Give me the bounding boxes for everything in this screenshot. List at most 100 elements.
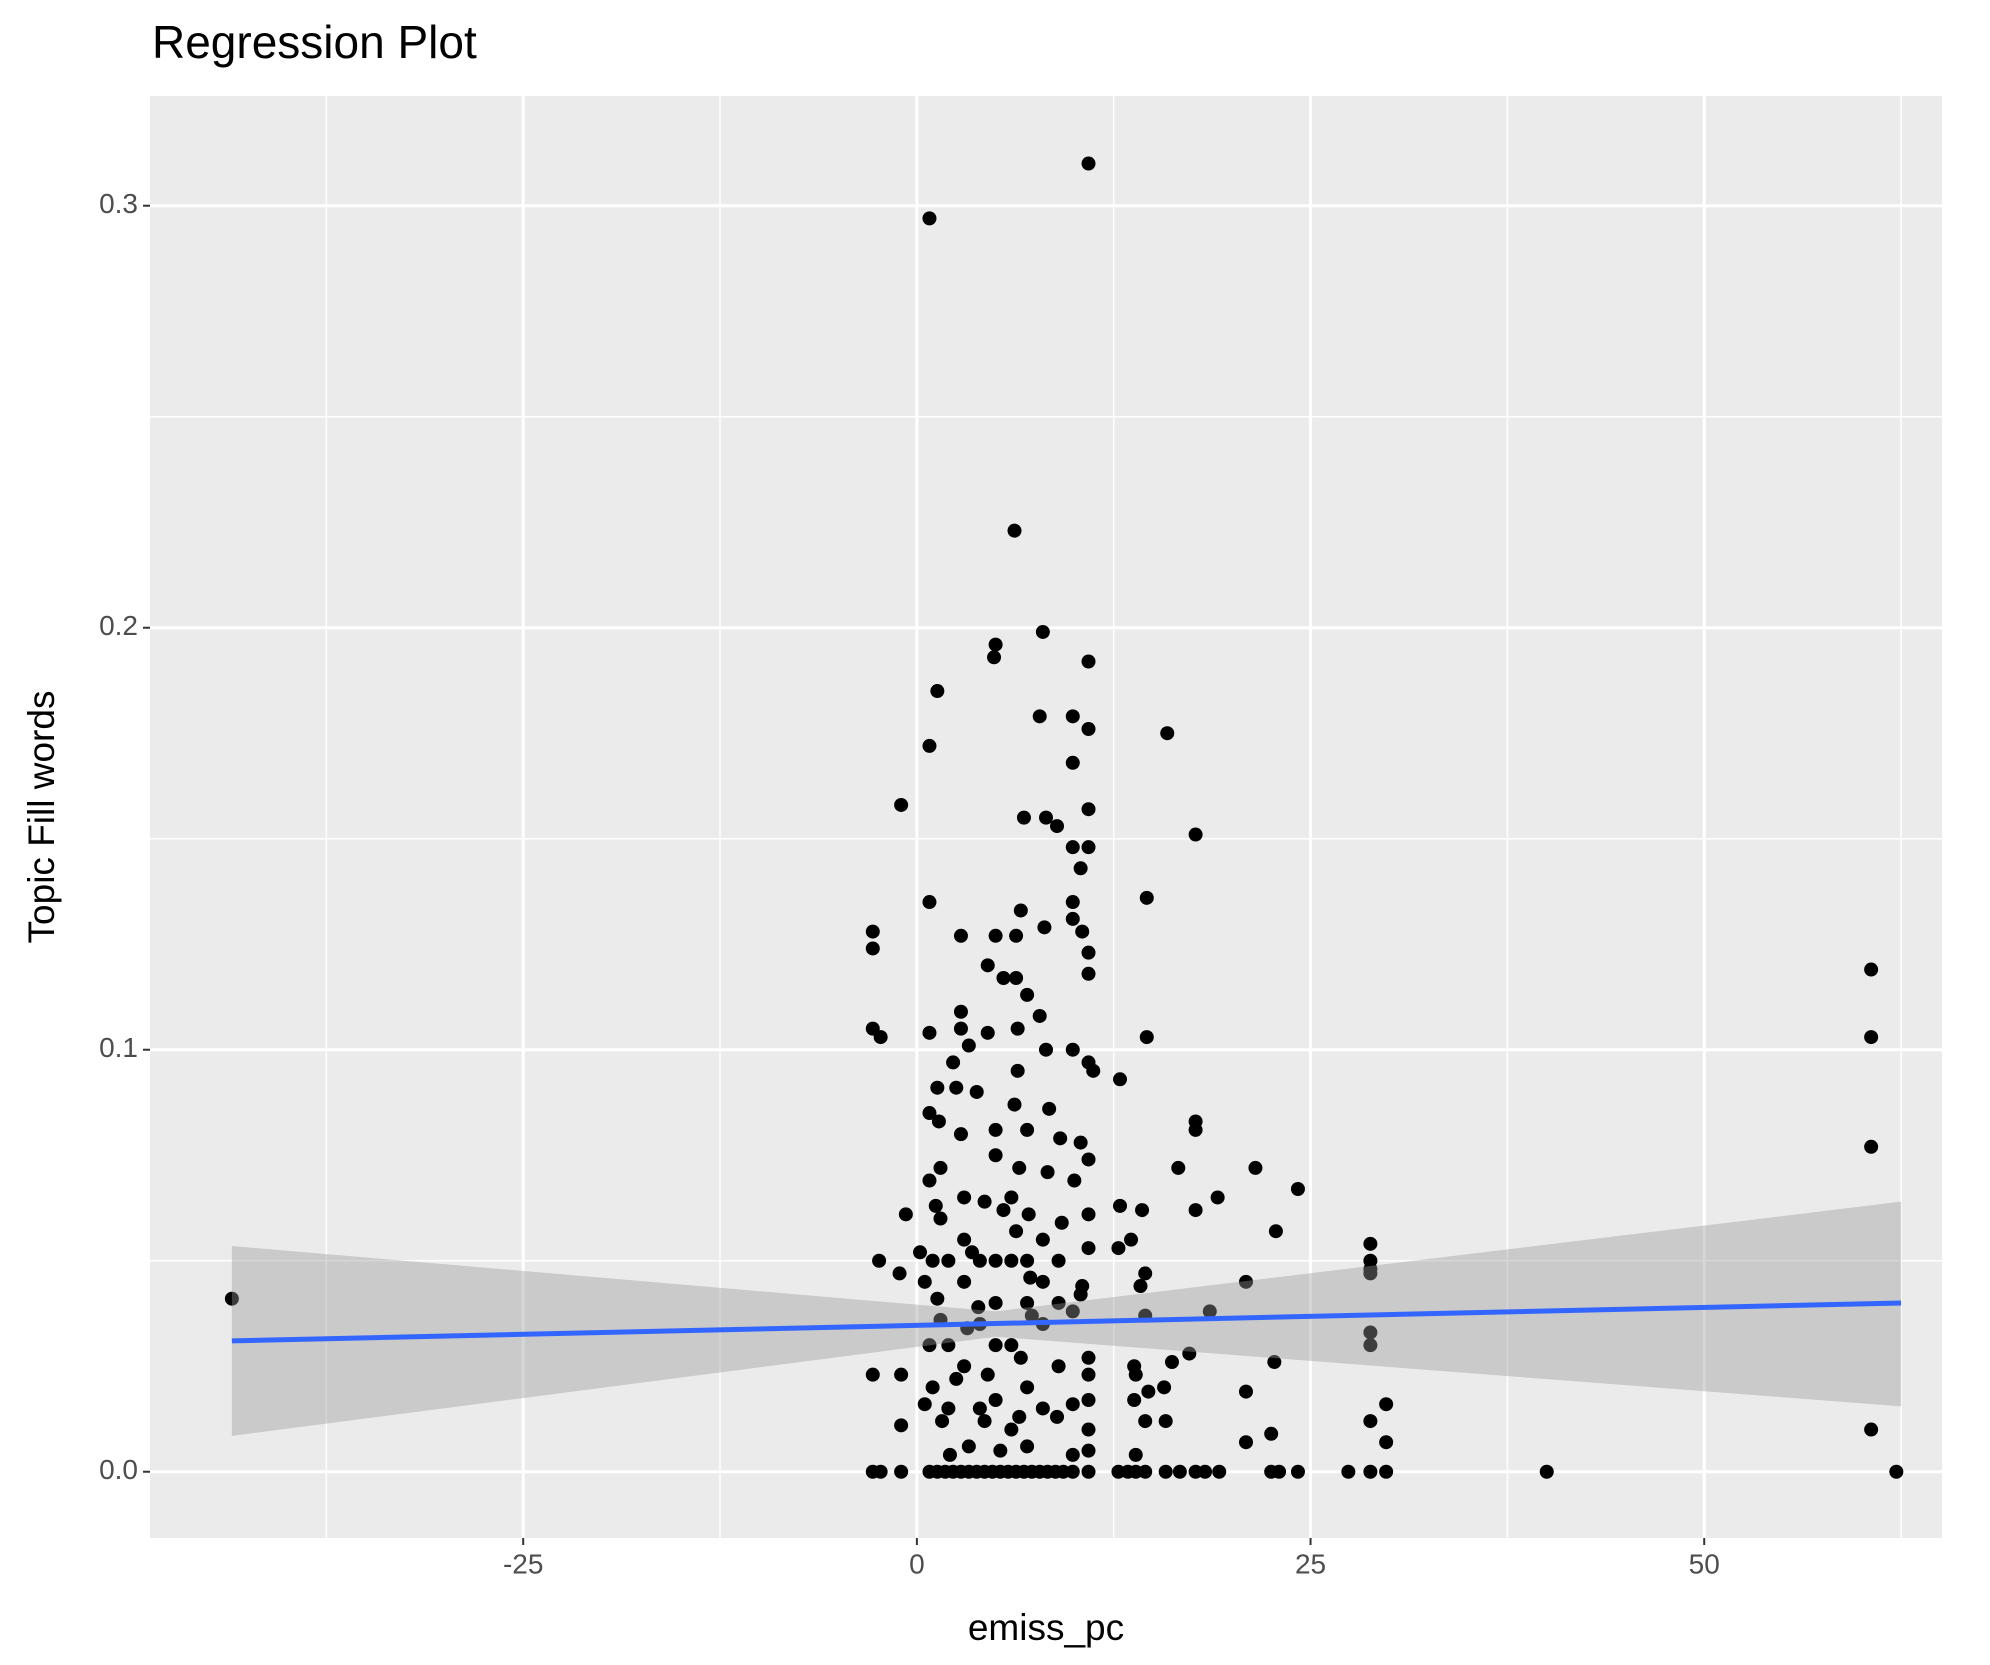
point bbox=[922, 895, 937, 910]
point bbox=[1864, 1139, 1879, 1154]
chart-title: Regression Plot bbox=[152, 16, 477, 68]
point bbox=[949, 1371, 964, 1386]
point bbox=[1065, 1304, 1080, 1319]
point bbox=[1864, 1422, 1879, 1437]
point bbox=[930, 684, 945, 699]
point bbox=[1009, 1224, 1024, 1239]
point bbox=[1188, 1122, 1203, 1137]
point bbox=[894, 1418, 909, 1433]
point bbox=[1081, 802, 1096, 817]
point bbox=[930, 1291, 945, 1306]
point bbox=[1042, 1101, 1057, 1116]
point bbox=[1138, 1414, 1153, 1429]
point bbox=[953, 1021, 968, 1036]
point bbox=[1065, 840, 1080, 855]
point bbox=[1065, 1397, 1080, 1412]
point bbox=[941, 1401, 956, 1416]
point bbox=[1341, 1464, 1356, 1479]
point bbox=[1065, 1464, 1080, 1479]
point bbox=[1202, 1304, 1217, 1319]
point bbox=[1113, 1198, 1128, 1213]
point bbox=[1004, 1338, 1019, 1353]
point bbox=[1051, 1253, 1066, 1268]
point bbox=[1081, 966, 1096, 981]
point bbox=[957, 1232, 972, 1247]
point bbox=[1020, 1295, 1035, 1310]
point bbox=[1889, 1464, 1904, 1479]
point bbox=[1081, 1367, 1096, 1382]
point bbox=[993, 1443, 1008, 1458]
y-tick-label: 0.2 bbox=[99, 610, 138, 641]
point bbox=[1024, 1308, 1039, 1323]
point bbox=[1009, 928, 1024, 943]
point bbox=[1020, 1122, 1035, 1137]
point bbox=[1864, 1030, 1879, 1045]
point bbox=[1238, 1274, 1253, 1289]
point bbox=[1127, 1393, 1142, 1408]
point bbox=[1004, 1422, 1019, 1437]
point bbox=[1171, 1160, 1186, 1175]
point bbox=[988, 1338, 1003, 1353]
point bbox=[873, 1030, 888, 1045]
x-tick-label: -25 bbox=[503, 1548, 543, 1579]
point bbox=[1037, 920, 1052, 935]
point bbox=[1290, 1181, 1305, 1196]
point bbox=[1081, 156, 1096, 171]
point bbox=[1267, 1355, 1282, 1370]
point bbox=[1050, 1409, 1065, 1424]
point bbox=[922, 1173, 937, 1188]
point bbox=[892, 1266, 907, 1281]
point bbox=[928, 1198, 943, 1213]
point bbox=[1210, 1190, 1225, 1205]
point bbox=[1040, 1165, 1055, 1180]
point bbox=[971, 1300, 986, 1315]
point bbox=[972, 1401, 987, 1416]
point bbox=[1053, 1131, 1068, 1146]
point bbox=[1051, 1295, 1066, 1310]
point bbox=[931, 1114, 946, 1129]
point bbox=[941, 1338, 956, 1353]
point bbox=[1363, 1414, 1378, 1429]
point bbox=[980, 958, 995, 973]
point bbox=[957, 1274, 972, 1289]
point bbox=[957, 1190, 972, 1205]
point bbox=[1198, 1464, 1213, 1479]
point bbox=[961, 1038, 976, 1053]
point bbox=[1128, 1367, 1143, 1382]
point bbox=[1128, 1447, 1143, 1462]
point bbox=[1073, 861, 1088, 876]
point bbox=[1023, 1270, 1038, 1285]
point bbox=[1139, 1030, 1154, 1045]
point bbox=[1379, 1464, 1394, 1479]
point bbox=[1379, 1435, 1394, 1450]
point bbox=[1182, 1346, 1197, 1361]
point bbox=[1020, 1439, 1035, 1454]
point bbox=[1160, 726, 1175, 741]
point bbox=[1081, 840, 1096, 855]
point bbox=[1010, 1021, 1025, 1036]
point bbox=[1264, 1426, 1279, 1441]
point bbox=[1016, 810, 1031, 825]
point bbox=[872, 1253, 887, 1268]
point bbox=[988, 928, 1003, 943]
point bbox=[988, 1295, 1003, 1310]
point bbox=[1081, 1241, 1096, 1256]
point bbox=[977, 1414, 992, 1429]
y-tick-label: 0.3 bbox=[99, 188, 138, 219]
point bbox=[1212, 1464, 1227, 1479]
point bbox=[1012, 1409, 1027, 1424]
point bbox=[930, 1080, 945, 1095]
point bbox=[1290, 1464, 1305, 1479]
point bbox=[972, 1253, 987, 1268]
x-axis-title: emiss_pc bbox=[968, 1607, 1124, 1648]
regression-line bbox=[231, 1300, 1902, 1344]
point bbox=[1363, 1266, 1378, 1281]
point bbox=[1035, 624, 1050, 639]
point bbox=[1081, 1350, 1096, 1365]
point bbox=[894, 797, 909, 812]
point bbox=[925, 1253, 940, 1268]
point bbox=[922, 738, 937, 753]
point bbox=[1065, 895, 1080, 910]
point bbox=[988, 1393, 1003, 1408]
point bbox=[894, 1464, 909, 1479]
